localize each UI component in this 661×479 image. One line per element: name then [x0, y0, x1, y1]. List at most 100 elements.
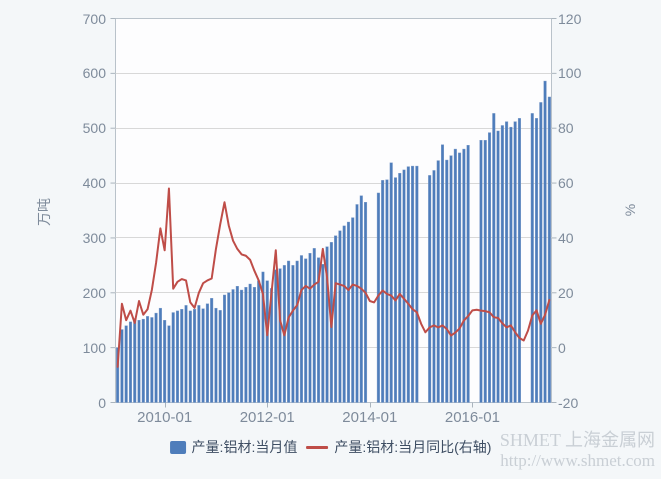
production-bar — [317, 257, 321, 403]
plot-area — [115, 18, 552, 403]
production-bar — [432, 170, 436, 403]
y-axis-tick-label-right: -20 — [558, 394, 579, 411]
y-axis-tick-label-left: 0 — [98, 394, 106, 411]
y-axis-tick-label-left: 400 — [82, 175, 106, 192]
production-bar — [513, 121, 517, 403]
yoy-line — [116, 187, 551, 368]
production-bar — [334, 235, 338, 403]
axis-ticks — [110, 18, 557, 408]
line-swatch-icon — [306, 445, 329, 449]
production-bar — [445, 159, 449, 403]
production-bar — [261, 271, 265, 403]
y-axis-tick-label-left: 200 — [82, 284, 106, 301]
x-axis-tick-label: 2010-01 — [137, 409, 193, 426]
production-bar — [346, 221, 350, 403]
production-bar — [385, 179, 389, 403]
production-bar — [210, 298, 214, 403]
production-bar — [547, 96, 551, 403]
production-bar — [137, 320, 141, 403]
production-bar — [312, 248, 316, 403]
production-bar — [449, 155, 453, 403]
legend-item-yoy: 产量:铝材:当月同比(右轴) — [306, 437, 491, 457]
production-bar — [496, 130, 500, 403]
production-bar — [197, 305, 201, 403]
production-bar — [133, 318, 137, 403]
production-bar — [167, 325, 171, 403]
y-axis-tick-label-left: 500 — [82, 120, 106, 137]
production-bar — [193, 309, 197, 403]
production-bar — [509, 126, 513, 403]
production-bar — [201, 308, 205, 403]
production-bar — [158, 307, 162, 403]
production-bar — [222, 294, 226, 403]
production-bar — [274, 269, 278, 403]
production-bar — [338, 230, 342, 403]
bar-swatch-icon — [169, 440, 186, 454]
production-bar — [184, 305, 188, 403]
production-bar — [500, 125, 504, 403]
production-bar — [308, 253, 312, 403]
production-bar — [299, 255, 303, 403]
production-bar — [543, 80, 547, 403]
production-bar — [364, 202, 368, 403]
production-bar — [248, 283, 252, 403]
production-bar — [240, 289, 244, 403]
y-axis-tick-label-left: 300 — [82, 229, 106, 246]
production-bar — [120, 329, 124, 403]
production-bar — [188, 310, 192, 403]
production-bar — [218, 310, 222, 403]
production-bar — [406, 166, 410, 403]
production-bar — [291, 265, 295, 403]
production-bar — [171, 312, 175, 403]
production-bar — [150, 317, 154, 403]
production-bar — [342, 225, 346, 403]
production-bar — [505, 121, 509, 403]
production-bar — [535, 118, 539, 403]
legend-label-yoy: 产量:铝材:当月同比(右轴) — [334, 439, 492, 455]
x-axis-tick-label: 2014-01 — [342, 409, 398, 426]
production-bar — [214, 307, 218, 403]
y-axis-tick-label-right: 0 — [558, 339, 566, 356]
y-axis-tick-label-right: 120 — [558, 10, 582, 27]
production-bar — [398, 172, 402, 403]
production-bar — [411, 165, 415, 403]
production-bar — [517, 118, 521, 403]
y-axis-title-left: 万吨 — [36, 198, 52, 226]
x-axis-tick-label: 2012-01 — [239, 409, 295, 426]
production-bar — [428, 175, 432, 403]
production-bar — [393, 177, 397, 403]
production-bar — [355, 204, 359, 403]
production-bar — [402, 169, 406, 403]
production-bar — [278, 268, 282, 403]
production-bar — [441, 144, 445, 403]
production-bar — [462, 148, 466, 403]
y-axis-tick-label-right: 40 — [558, 229, 574, 246]
production-bar — [154, 312, 158, 403]
production-bar — [235, 286, 239, 403]
y-axis-tick-label-right: 80 — [558, 120, 574, 137]
production-bar — [488, 132, 492, 403]
production-bar — [483, 140, 487, 403]
production-bar — [205, 303, 209, 403]
production-bar — [163, 320, 167, 403]
y-axis-title-right: % — [622, 203, 639, 217]
production-bar — [492, 113, 496, 403]
production-bar — [265, 280, 269, 403]
production-bar — [128, 321, 132, 403]
production-bar — [539, 102, 543, 403]
y-axis-tick-label-right: 60 — [558, 175, 574, 192]
production-bar — [124, 325, 128, 403]
production-bar — [180, 309, 184, 403]
legend-item-production: 产量:铝材:当月值 — [169, 437, 297, 457]
production-bar — [146, 316, 150, 403]
production-bar — [252, 287, 256, 403]
legend: 产量:铝材:当月值 产量:铝材:当月同比(右轴) — [169, 437, 491, 457]
production-bar — [415, 165, 419, 403]
production-bar — [141, 318, 145, 403]
production-bar — [359, 195, 363, 403]
production-bars — [116, 80, 551, 403]
production-bar — [453, 148, 457, 403]
production-bar — [321, 264, 325, 403]
